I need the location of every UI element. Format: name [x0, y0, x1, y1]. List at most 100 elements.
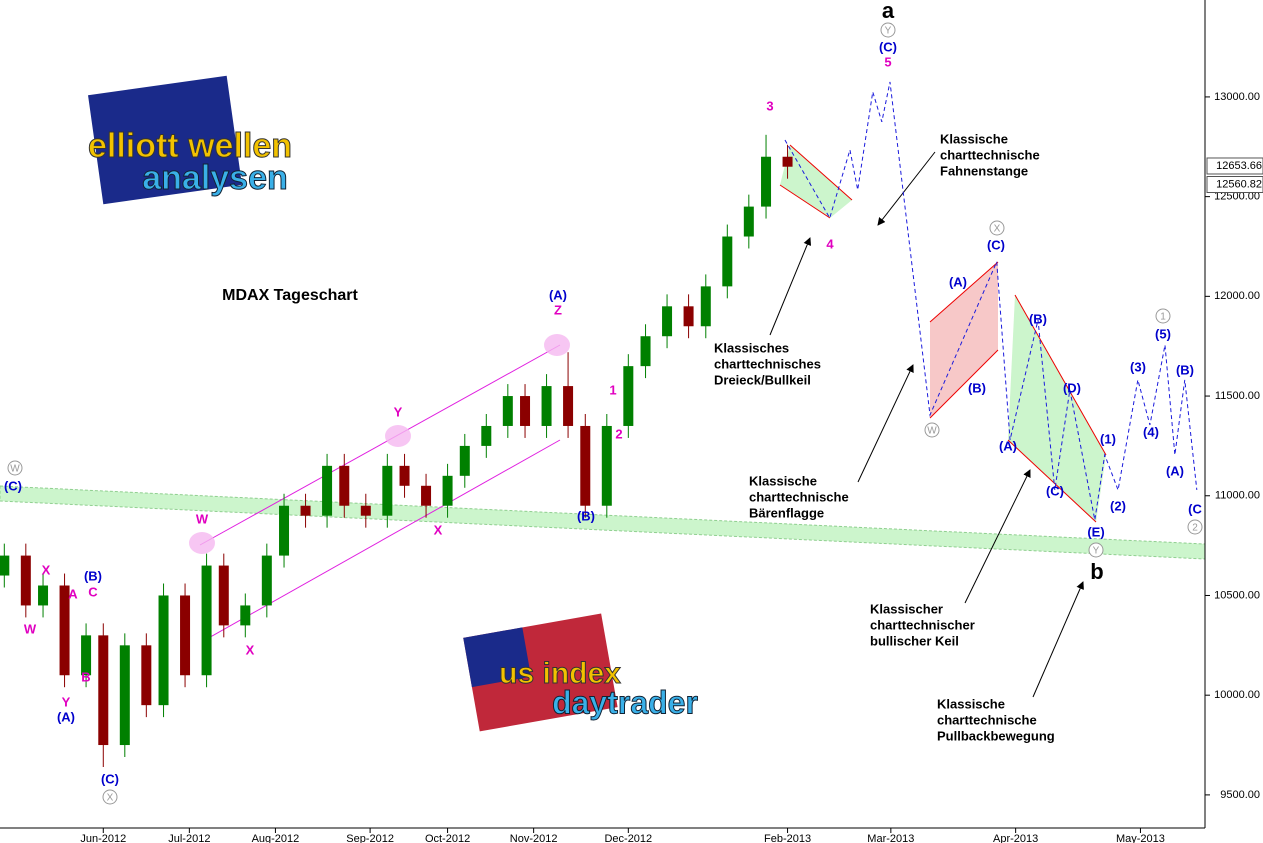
arrow [877, 151, 936, 226]
highlight [544, 334, 570, 356]
chart-title: MDAX Tageschart [222, 287, 358, 304]
circled-marker [989, 220, 1005, 236]
wave-label: (C) [101, 771, 119, 786]
wave-label: (A) [549, 287, 567, 302]
circled-label: W [927, 426, 937, 437]
logo-text: analysen [142, 159, 288, 197]
wave-label: (C) [1046, 483, 1064, 498]
x-tick-label: May-2013 [1116, 833, 1165, 843]
wave-label: (E) [1087, 524, 1104, 539]
candle-body [743, 206, 754, 237]
circled-marker [7, 460, 23, 476]
wave-label: (C) [987, 237, 1005, 252]
note-text: Pullbackbewegung [937, 728, 1055, 743]
wave-label: b [1090, 559, 1103, 584]
candle-body [640, 336, 651, 367]
circled-label: X [107, 793, 114, 804]
note-text: Klassische [749, 473, 817, 488]
candle-body [59, 585, 70, 676]
note-text: charttechnisches [714, 356, 821, 371]
note-text: bullischer Keil [870, 633, 959, 648]
candle-body [0, 555, 10, 576]
candle-body [662, 306, 673, 337]
wave-label: Y [394, 404, 403, 419]
wave-label: B [81, 669, 90, 684]
candle-body [322, 465, 333, 516]
note-text: Bärenflagge [749, 505, 824, 520]
logo-text: us index [499, 657, 621, 690]
candle-body [339, 465, 350, 506]
logo-flag [463, 627, 532, 688]
wave-label: A [68, 586, 78, 601]
y-tick-label: 12000.00 [1214, 290, 1260, 302]
x-tick-label: Jul-2012 [168, 833, 210, 843]
circled-label: 2 [1192, 523, 1198, 534]
candle-body [98, 635, 109, 746]
logo-text: elliott wellen [88, 127, 292, 165]
price-marker-label: 12653.66 [1216, 160, 1262, 172]
candle-body [722, 236, 733, 287]
candle-body [782, 156, 793, 167]
candle-body [421, 485, 432, 506]
wave-label: (B) [1029, 311, 1047, 326]
pattern-line [1007, 439, 1097, 523]
circled-label: Y [885, 26, 892, 37]
candle-body [563, 386, 574, 426]
wave-label: (B) [1176, 362, 1194, 377]
channel-line [199, 344, 561, 546]
wave-label: (B) [577, 508, 595, 523]
wave-label: 2 [615, 426, 622, 441]
wave-label: C [88, 584, 98, 599]
circled-marker [880, 22, 896, 38]
wave-label: (5) [1155, 326, 1171, 341]
candle-body [141, 645, 152, 706]
candle-body [481, 425, 492, 446]
wave-label: (A) [1166, 463, 1184, 478]
candle-body [240, 605, 251, 626]
wave-label: Z [554, 302, 562, 317]
candle-body [261, 555, 272, 606]
x-tick-label: Mar-2013 [867, 833, 914, 843]
wave-label: (C [1188, 501, 1202, 516]
note-text: charttechnische [937, 712, 1037, 727]
candle-body [623, 366, 634, 426]
candle-body [158, 595, 169, 706]
wave-label: (B) [84, 568, 102, 583]
candle-body [300, 505, 311, 516]
circled-marker [1187, 519, 1203, 535]
circled-marker [1155, 308, 1171, 324]
candle-body [520, 396, 531, 426]
candle-body [38, 585, 49, 606]
wave-label: X [42, 562, 51, 577]
candle-body [399, 465, 410, 486]
x-tick-label: Dec-2012 [604, 833, 652, 843]
y-tick-label: 10000.00 [1214, 689, 1260, 701]
wave-label: 1 [609, 382, 616, 397]
circled-label: 1 [1160, 312, 1166, 323]
arrow [769, 237, 812, 336]
arrow [857, 364, 914, 483]
x-tick-label: Apr-2013 [993, 833, 1038, 843]
price-marker [1206, 176, 1263, 194]
flag-area [930, 262, 998, 418]
candle-body [180, 595, 191, 676]
channel-line [204, 439, 561, 641]
circled-label: Y [1093, 546, 1100, 557]
candle-body [218, 565, 229, 626]
candle-body [601, 425, 612, 506]
circled-marker [1088, 542, 1104, 558]
wave-label: (A) [57, 709, 75, 724]
triangle-area [780, 145, 852, 218]
wave-label: (B) [968, 380, 986, 395]
candle-body [201, 565, 212, 676]
price-marker-label: 12560.82 [1216, 178, 1262, 190]
wave-label: (2) [1110, 498, 1126, 513]
wedge-area [1008, 295, 1106, 522]
x-tick-label: Nov-2012 [510, 833, 558, 843]
pattern-line [1014, 294, 1107, 456]
y-tick-label: 9500.00 [1220, 789, 1260, 801]
x-tick-label: Sep-2012 [346, 833, 394, 843]
highlight [189, 532, 215, 554]
circled-marker [924, 422, 940, 438]
